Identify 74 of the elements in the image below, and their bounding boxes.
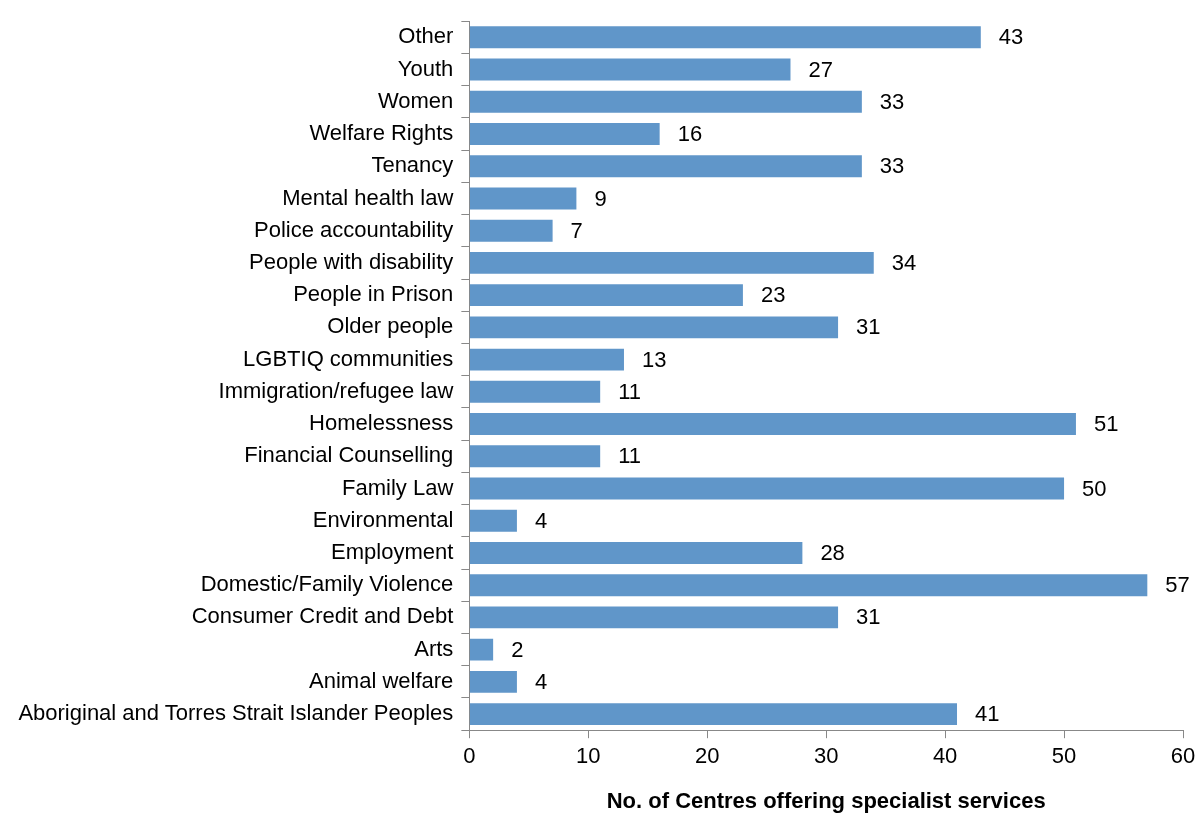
x-tick-label: 0 <box>463 743 476 769</box>
bar <box>469 413 1076 435</box>
data-label: 27 <box>808 56 833 82</box>
bar <box>469 541 803 564</box>
bar <box>469 477 1065 500</box>
bar <box>469 123 660 145</box>
data-label: 4 <box>534 507 548 533</box>
x-tick-label: 50 <box>1051 743 1077 769</box>
data-label: 23 <box>760 282 786 308</box>
bar <box>469 606 839 629</box>
data-label: 28 <box>820 540 845 566</box>
data-label: 11 <box>618 443 642 469</box>
data-label: 43 <box>998 24 1024 50</box>
bar <box>469 219 553 242</box>
y-tick-label: Welfare Rights <box>309 120 454 146</box>
y-tick-label: Older people <box>327 313 454 339</box>
y-tick-label: Youth <box>397 55 454 81</box>
bar <box>469 316 839 339</box>
y-tick-label: Family Law <box>342 474 454 500</box>
y-tick-label: Environmental <box>312 506 454 532</box>
data-label: 11 <box>618 378 642 404</box>
y-tick-label: Police accountability <box>254 216 454 242</box>
data-label: 31 <box>856 604 881 630</box>
bar <box>469 445 601 468</box>
data-label: 50 <box>1082 475 1107 501</box>
y-tick-label: Other <box>398 23 454 49</box>
data-label: 57 <box>1165 572 1190 598</box>
data-label: 2 <box>511 636 524 662</box>
bar <box>469 251 874 274</box>
data-label: 9 <box>594 185 607 211</box>
x-tick-label: 40 <box>932 743 958 769</box>
data-label: 31 <box>856 314 881 340</box>
data-label: 33 <box>879 88 905 114</box>
x-tick-label: 20 <box>694 743 720 769</box>
bar <box>469 509 517 532</box>
y-tick-label: Employment <box>331 539 454 565</box>
data-label: 51 <box>1093 411 1119 437</box>
y-tick-label: Animal welfare <box>309 667 454 693</box>
y-tick-label: People in Prison <box>293 281 454 307</box>
y-tick-label: Women <box>377 87 454 113</box>
data-label: 13 <box>641 346 667 372</box>
data-label: 34 <box>891 249 917 275</box>
x-axis-title: No. of Centres offering specialist services <box>606 787 1046 813</box>
y-tick-label: LGBTIQ communities <box>243 345 454 371</box>
bar <box>469 638 494 661</box>
y-tick-label: Financial Counselling <box>244 442 454 468</box>
x-tick-label: 30 <box>813 743 839 769</box>
bar <box>469 90 862 113</box>
data-label: 7 <box>570 217 583 243</box>
bar <box>469 155 862 178</box>
y-tick-label: Tenancy <box>371 152 454 178</box>
bar <box>469 284 743 307</box>
bar <box>469 348 624 371</box>
bar <box>469 670 517 693</box>
bar <box>469 703 958 726</box>
data-label: 4 <box>534 668 548 694</box>
bar <box>469 58 791 81</box>
bar <box>469 187 577 210</box>
y-tick-label: Immigration/refugee law <box>218 377 454 403</box>
y-tick-label: Arts <box>414 635 454 661</box>
y-tick-label: People with disability <box>249 248 454 274</box>
y-tick-label: Consumer Credit and Debt <box>191 603 454 629</box>
data-label: 33 <box>879 153 905 179</box>
data-label: 41 <box>975 701 1000 727</box>
y-tick-label: Aboriginal and Torres Strait Islander Peoples <box>18 700 454 726</box>
y-tick-label: Domestic/Family Violence <box>200 571 454 597</box>
data-label: 16 <box>677 121 703 147</box>
bar <box>469 26 981 49</box>
x-tick-label: 10 <box>576 743 601 769</box>
bar <box>469 380 601 403</box>
y-tick-label: Mental health law <box>282 184 454 210</box>
bar <box>469 574 1148 597</box>
y-tick-label: Homelessness <box>309 410 454 436</box>
x-tick-label: 60 <box>1170 743 1196 769</box>
